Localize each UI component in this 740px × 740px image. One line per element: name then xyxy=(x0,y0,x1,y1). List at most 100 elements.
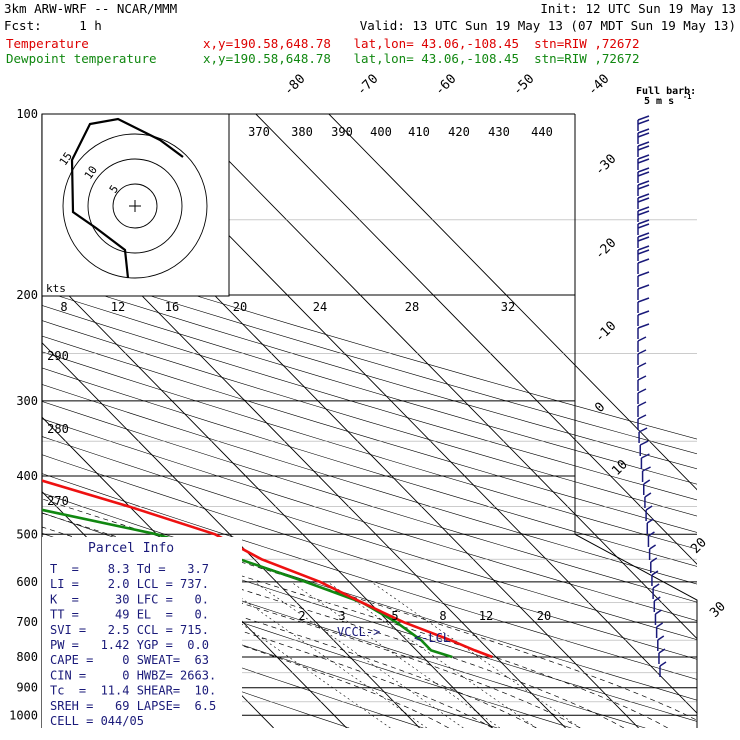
wind-barb xyxy=(637,323,650,339)
mixing-ratio-label: 12 xyxy=(479,609,493,623)
dewpoint-profile xyxy=(42,508,453,659)
parcel-info-row: CIN = 0 HWBZ= 2663. xyxy=(50,668,216,682)
wind-barb xyxy=(652,583,660,599)
valid-time: Valid: 13 UTC Sun 19 May 13 (07 MDT Sun … xyxy=(359,18,736,33)
mixing-ratio-line xyxy=(327,581,537,728)
dry-adiabat xyxy=(42,473,697,680)
isotherm-label: -80 xyxy=(281,72,308,99)
hodograph-trace xyxy=(70,117,184,279)
dry-adiabat xyxy=(42,575,498,728)
wind-barb xyxy=(637,414,647,430)
dry-adiabat xyxy=(42,598,424,728)
dry-adiabat xyxy=(42,290,697,485)
dry-adiabat xyxy=(42,401,697,603)
wind-barb xyxy=(637,232,650,248)
wind-barb xyxy=(637,284,650,300)
parcel-info-row: SVI = 2.5 CCL = 715. xyxy=(50,623,209,637)
theta-label: 380 xyxy=(291,125,313,139)
isotherm-line xyxy=(328,114,697,491)
theta-label: 390 xyxy=(331,125,353,139)
hodograph-kts-label: kts xyxy=(46,282,66,295)
hodograph-speed-label: 28 xyxy=(405,300,419,314)
parcel-info-row: LI = 2.0 LCL = 737. xyxy=(50,577,209,591)
wind-barb xyxy=(637,297,650,313)
wind-barb xyxy=(654,609,662,625)
wind-barb xyxy=(655,622,664,638)
wind-barb xyxy=(637,258,650,274)
isotherm-label: -60 xyxy=(432,72,459,99)
mixing-ratio-label: 8 xyxy=(439,609,446,623)
parcel-info-row: CELL = 044/05 xyxy=(50,714,144,728)
parcel-info-row: Tc = 11.4 SHEAR= 10. xyxy=(50,684,216,698)
dry-adiabat xyxy=(42,247,697,440)
isotherm-line xyxy=(42,342,420,728)
theta-left-label: 290 xyxy=(47,349,69,363)
wind-barb xyxy=(637,245,650,261)
model-title: 3km ARW-WRF -- NCAR/MMM xyxy=(4,1,178,16)
wind-barb xyxy=(657,635,665,651)
wind-barb xyxy=(637,375,647,391)
wind-barb xyxy=(643,479,651,495)
isotherm-label: -30 xyxy=(592,152,619,179)
wind-barb xyxy=(637,349,647,365)
pressure-label: 500 xyxy=(16,527,38,541)
wind-barb xyxy=(637,336,647,352)
theta-label: 420 xyxy=(448,125,470,139)
hodograph-speed-label: 8 xyxy=(60,300,67,314)
wind-barb xyxy=(637,310,650,326)
wind-barb xyxy=(637,128,650,144)
wind-barb xyxy=(637,141,650,157)
temperature-legend: Temperature xyxy=(6,36,89,51)
lcl-label: <-LCL xyxy=(414,631,450,645)
wind-barb xyxy=(653,596,661,612)
pressure-label: 400 xyxy=(16,469,38,483)
forecast-hour: Fcst: 1 h xyxy=(4,18,102,33)
isotherm-label: 20 xyxy=(688,535,710,557)
isotherm-label: -50 xyxy=(510,72,537,99)
theta-label: 430 xyxy=(488,125,510,139)
wind-barb xyxy=(637,154,650,170)
wind-barb xyxy=(659,661,667,677)
isotherm-label: -70 xyxy=(354,72,381,99)
hodograph-center xyxy=(129,200,141,212)
hodograph-speed-label: 16 xyxy=(165,300,179,314)
init-time: Init: 12 UTC Sun 19 May 13 xyxy=(540,1,736,16)
pressure-label: 900 xyxy=(16,681,38,695)
parcel-info-row: TT = 49 EL = 0. xyxy=(50,608,209,622)
wind-barb xyxy=(637,271,650,287)
hodograph-speed-label: 32 xyxy=(501,300,515,314)
mixing-ratio-label: 5 xyxy=(391,609,398,623)
hodograph-ring xyxy=(87,158,183,254)
ccl-label: VCCL-> xyxy=(337,625,380,639)
theta-left-label: 270 xyxy=(47,494,69,508)
hodograph-ring-label: 10 xyxy=(82,164,100,182)
wind-barb xyxy=(638,427,648,443)
wind-barb xyxy=(644,492,652,508)
pressure-label: 300 xyxy=(16,394,38,408)
mixing-ratio-line xyxy=(371,581,581,728)
parcel-info-row: T = 8.3 Td = 3.7 xyxy=(50,562,209,576)
wind-barb xyxy=(639,440,649,456)
dry-adiabat xyxy=(42,305,697,501)
hodograph-speed-label: 20 xyxy=(233,300,247,314)
mixing-ratio-label: 2 xyxy=(298,609,305,623)
wind-barb xyxy=(645,505,653,521)
temperature-profile xyxy=(42,479,493,659)
pressure-label: 800 xyxy=(16,650,38,664)
pressure-label: 200 xyxy=(16,288,38,302)
dry-adiabat xyxy=(42,436,697,640)
mixing-ratio-label: 3 xyxy=(338,609,345,623)
parcel-info-row: SREH = 69 LAPSE= 6.5 xyxy=(50,699,216,713)
parcel-info-row: PW = 1.42 YGP = 0.0 xyxy=(50,638,209,652)
wind-barb xyxy=(647,531,655,547)
pressure-label: 600 xyxy=(16,575,38,589)
wind-barb xyxy=(648,544,657,560)
isotherm-line xyxy=(42,416,347,728)
wind-barb xyxy=(637,362,647,378)
isotherm-line xyxy=(42,267,493,728)
right-axis-slant xyxy=(574,533,698,728)
dewpoint-location: x,y=190.58,648.78 lat,lon= 43.06,-108.45… xyxy=(203,51,640,66)
dry-adiabat xyxy=(42,454,697,660)
isotherm-label: -20 xyxy=(592,236,619,263)
wind-barb xyxy=(637,388,647,404)
